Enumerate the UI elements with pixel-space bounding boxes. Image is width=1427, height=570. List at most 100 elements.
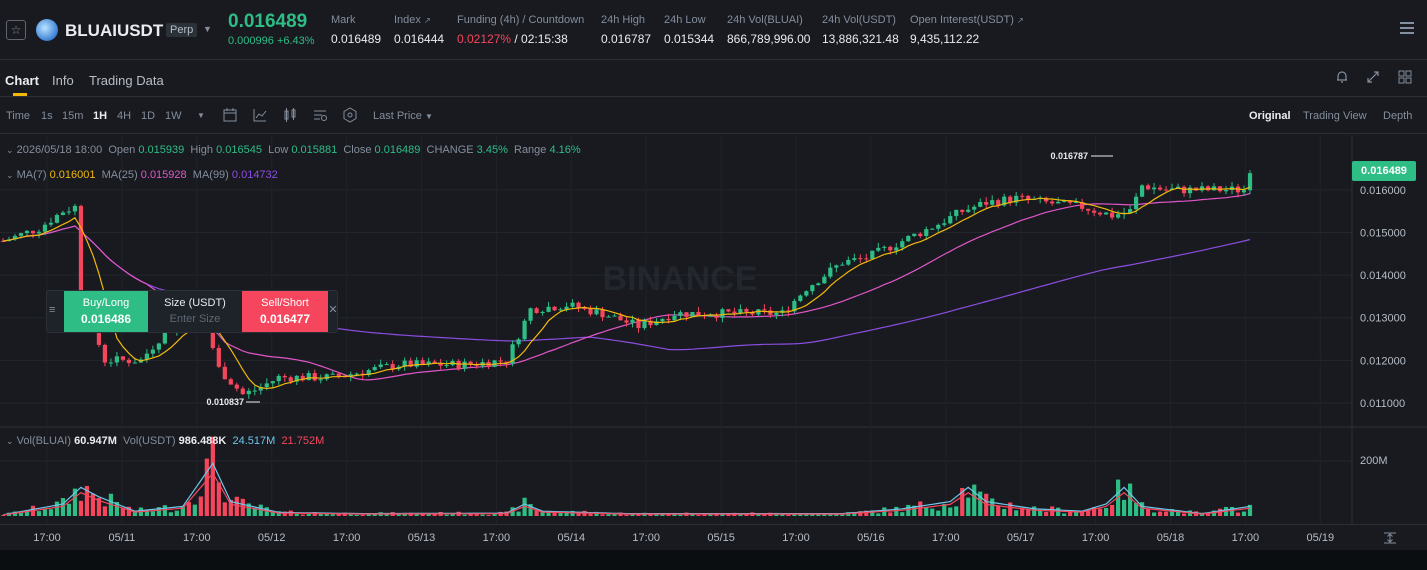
ma99-value: 0.014732 [231, 169, 278, 181]
candle-body [912, 233, 917, 236]
volume-bar [210, 436, 215, 516]
candle-body [300, 375, 305, 381]
volume-bar [66, 503, 72, 516]
buy-long-price: 0.016486 [80, 312, 132, 326]
candle-body [1139, 185, 1145, 197]
size-input[interactable] [153, 313, 237, 325]
candle-body [990, 200, 995, 205]
interval-1d[interactable]: 1D [141, 110, 156, 122]
interval-4h[interactable]: 4H [117, 110, 132, 122]
candle-body [366, 370, 371, 376]
candle-body [426, 361, 431, 365]
ohlc-range: 4.16% [549, 144, 581, 156]
view-original[interactable]: Original [1249, 110, 1291, 122]
candle-body [498, 360, 503, 362]
settings-icon[interactable] [312, 107, 328, 123]
view-trading-view[interactable]: Trading View [1303, 110, 1367, 122]
volume-bar [150, 511, 155, 516]
candle-body [978, 201, 983, 207]
candle-body [1026, 195, 1031, 200]
stat-label: Index ↗ [394, 14, 431, 26]
buy-long-button[interactable]: Buy/Long 0.016486 [64, 291, 148, 332]
menu-icon[interactable] [1400, 22, 1414, 36]
volume-legend[interactable]: ⌄ Vol(BLUAI) 60.947M Vol(USDT) 986.488K … [6, 435, 325, 447]
scale-reset-icon[interactable] [1383, 531, 1397, 545]
volume-bar [324, 513, 329, 516]
volume-base: 60.947M [74, 435, 117, 447]
tab-chart[interactable]: Chart [5, 73, 39, 88]
time-tick-label: 05/15 [707, 532, 735, 544]
interval-more-chevron-icon[interactable]: ▼ [197, 111, 205, 120]
tab-info[interactable]: Info [52, 73, 74, 88]
stat-value: 13,886,321.48 [822, 32, 899, 46]
volume-bar [948, 507, 953, 516]
volume-bar [462, 514, 467, 516]
candle-body [1074, 201, 1079, 203]
candle-body [444, 365, 449, 367]
indicator-icon[interactable] [252, 107, 268, 123]
hexagon-icon[interactable] [342, 107, 358, 123]
layout-grid-icon[interactable] [1397, 70, 1413, 86]
candle-body [492, 360, 497, 367]
candle-body [126, 359, 131, 363]
volume-bar [864, 510, 869, 516]
volume-bar [1139, 502, 1145, 516]
stat-open-interest[interactable]: Open Interest(USDT) ↗ 9,435,112.22 [910, 14, 1024, 46]
volume-bar [354, 514, 359, 516]
volume-bar [300, 514, 305, 516]
candle-body [660, 318, 665, 322]
volume-bar [936, 510, 941, 516]
candle-body [966, 209, 971, 212]
stat-index[interactable]: Index ↗ 0.016444 [394, 14, 444, 46]
funding-rate: 0.02127% [457, 32, 512, 46]
price-axis: 0.016000 0.015000 0.014000 0.013000 0.012000… [1360, 185, 1406, 467]
calendar-icon[interactable] [222, 107, 238, 123]
candle-body [816, 283, 821, 286]
candle-body [756, 309, 761, 315]
interval-1h[interactable]: 1H [93, 110, 108, 122]
symbol-name[interactable]: BLUAIUSDT [65, 21, 164, 40]
tab-trading-data[interactable]: Trading Data [89, 73, 164, 88]
candle-type-icon[interactable] [282, 107, 298, 123]
price-type-select[interactable]: Last Price ▼ [373, 110, 433, 122]
candle-body [78, 205, 84, 300]
volume-bar [396, 514, 401, 516]
bell-icon[interactable] [1334, 70, 1350, 86]
volume-bar [1169, 509, 1175, 516]
candle-body [720, 309, 725, 318]
candle-body [408, 360, 413, 367]
sell-short-button[interactable]: Sell/Short 0.016477 [242, 291, 328, 332]
interval-1w[interactable]: 1W [165, 110, 182, 122]
candlestick-chart[interactable]: BINANCE 0.016000 0.015000 0.014000 0.013000… [0, 135, 1427, 550]
time-tick-label: 05/13 [407, 532, 436, 544]
favorite-star-icon[interactable]: ☆ [6, 20, 26, 40]
candle-body [36, 231, 42, 234]
interval-1s[interactable]: 1s [41, 110, 53, 122]
volume-bar [612, 513, 617, 516]
interval-time[interactable]: Time [6, 110, 31, 122]
fullscreen-icon[interactable] [1365, 70, 1381, 86]
candle-body [774, 312, 779, 315]
symbol-dropdown-chevron-icon[interactable]: ▼ [203, 24, 212, 34]
interval-15m[interactable]: 15m [62, 110, 84, 122]
candle-body [648, 320, 653, 326]
volume-bar [174, 510, 179, 516]
candle-body [678, 312, 683, 316]
volume-bar [738, 514, 743, 516]
candle-body [1098, 212, 1103, 215]
ohlc-datetime: 2026/05/18 18:00 [16, 144, 103, 156]
price-tick-label: 0.012000 [1360, 355, 1406, 367]
view-depth[interactable]: Depth [1383, 110, 1413, 122]
candle-body [456, 360, 461, 369]
candle-body [564, 306, 569, 310]
candle-body [852, 258, 857, 260]
drag-handle-icon[interactable]: ≡ [49, 304, 56, 316]
ma-legend[interactable]: ⌄ MA(7) 0.016001 MA(25) 0.015928 MA(99) … [6, 169, 278, 181]
candle-body [60, 212, 66, 215]
close-icon[interactable]: ✕ [328, 304, 338, 316]
chart-grid [0, 135, 1427, 524]
candle-body [708, 315, 713, 317]
candle-body [462, 361, 467, 369]
volume-bar [330, 514, 335, 516]
candle-body [528, 308, 533, 321]
